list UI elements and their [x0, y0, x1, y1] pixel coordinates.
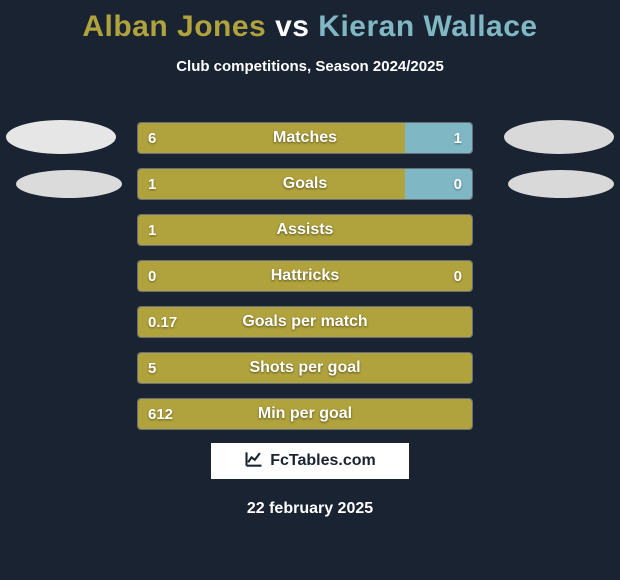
stat-label: Min per goal: [138, 399, 472, 429]
stat-label: Goals per match: [138, 307, 472, 337]
comparison-title: Alban Jones vs Kieran Wallace: [0, 0, 620, 44]
player2-name: Kieran Wallace: [318, 10, 537, 43]
subtitle-label: Club competitions, Season 2024/2025: [0, 58, 620, 75]
chart-icon: [244, 449, 264, 474]
stat-row: 10Goals: [138, 169, 472, 199]
player2-avatar-placeholder-2: [508, 170, 614, 198]
stat-label: Hattricks: [138, 261, 472, 291]
player2-avatar-placeholder: [504, 120, 614, 154]
stat-row: 1Assists: [138, 215, 472, 245]
stat-label: Assists: [138, 215, 472, 245]
stat-label: Matches: [138, 123, 472, 153]
stat-row: 0.17Goals per match: [138, 307, 472, 337]
vs-label: vs: [275, 10, 309, 43]
stat-label: Shots per goal: [138, 353, 472, 383]
stat-row: 00Hattricks: [138, 261, 472, 291]
stat-row: 61Matches: [138, 123, 472, 153]
stats-bar-list: 61Matches 10Goals 1Assists 00Hattricks 0.17G…: [138, 123, 472, 445]
player1-name: Alban Jones: [82, 10, 266, 43]
stat-row: 5Shots per goal: [138, 353, 472, 383]
fctables-logo[interactable]: FcTables.com: [210, 442, 410, 480]
player1-avatar-placeholder-2: [16, 170, 122, 198]
player1-avatar-placeholder: [6, 120, 116, 154]
stat-label: Goals: [138, 169, 472, 199]
fctables-text: FcTables.com: [270, 452, 376, 470]
stat-row: 612Min per goal: [138, 399, 472, 429]
footer-date: 22 february 2025: [0, 500, 620, 518]
